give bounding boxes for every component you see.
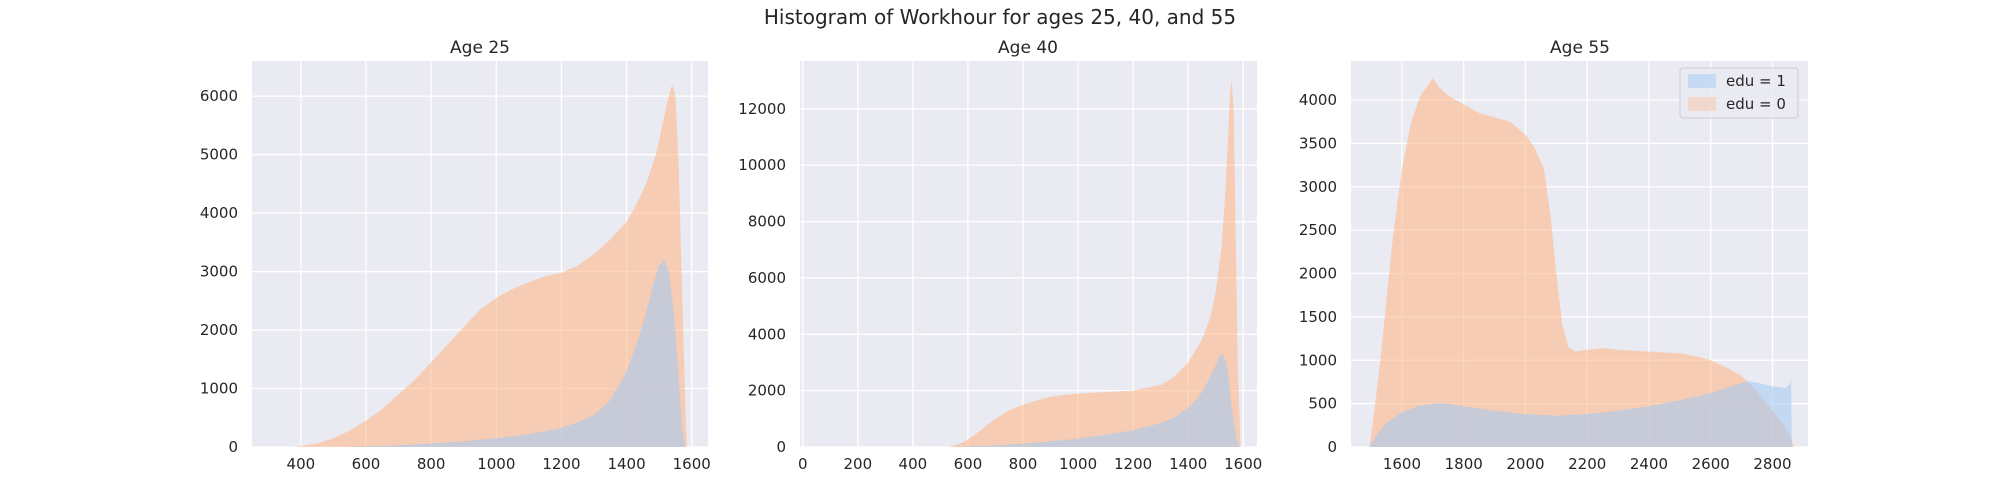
x-tick-label-age-40: 800 — [1009, 455, 1038, 473]
y-tick-label-age-40: 4000 — [748, 325, 786, 343]
y-tick-label-age-40: 0 — [776, 438, 786, 456]
legend-swatch-edu1 — [1688, 74, 1716, 88]
y-tick-label-age-55: 1500 — [1299, 308, 1337, 326]
legend-label-edu1: edu = 1 — [1726, 72, 1786, 90]
subplot-age-55: 1600 1800 2000 2200 2400 2600 2800 0 500 1000 1500… — [1299, 38, 1808, 473]
x-tick-label-age-40: 400 — [899, 455, 928, 473]
y-tick-label-age-25: 2000 — [200, 321, 238, 339]
x-tick-label-age-55: 2800 — [1753, 455, 1791, 473]
x-tick-label-age-55: 2000 — [1506, 455, 1544, 473]
legend-swatch-edu0 — [1688, 97, 1716, 111]
subplot-title-age-40: Age 40 — [998, 38, 1058, 58]
x-tick-label-age-25: 1400 — [607, 455, 645, 473]
y-tick-label-age-25: 0 — [228, 438, 238, 456]
y-tick-label-age-25: 1000 — [200, 380, 238, 398]
x-tick-label-age-40: 600 — [954, 455, 983, 473]
legend: edu = 1 edu = 0 — [1679, 67, 1799, 119]
y-tick-label-age-55: 3500 — [1299, 134, 1337, 152]
histogram-area-edu1-age-25 — [333, 259, 686, 447]
y-tick-label-age-40: 6000 — [748, 269, 786, 287]
subplot-title-age-25: Age 25 — [450, 38, 510, 58]
histogram-area-edu1-age-40 — [954, 354, 1240, 447]
y-tick-label-age-55: 3000 — [1299, 178, 1337, 196]
y-tick-label-age-40: 12000 — [738, 100, 786, 118]
x-tick-label-age-25: 1200 — [542, 455, 580, 473]
subplot-title-age-55: Age 55 — [1550, 38, 1610, 58]
histogram-area-edu0-age-25 — [294, 84, 687, 448]
x-tick-label-age-40: 200 — [843, 455, 872, 473]
x-tick-label-age-25: 800 — [417, 455, 446, 473]
x-tick-label-age-55: 1600 — [1383, 455, 1421, 473]
x-tick-label-age-40: 1400 — [1169, 455, 1207, 473]
y-tick-label-age-25: 3000 — [200, 263, 238, 281]
subplot-age-25: 400 600 800 1000 1200 1400 1600 0 1000 2000 3000 40… — [200, 38, 711, 473]
x-tick-label-age-55: 2400 — [1630, 455, 1668, 473]
y-tick-label-age-40: 8000 — [748, 213, 786, 231]
y-tick-label-age-55: 2500 — [1299, 221, 1337, 239]
x-tick-label-age-40: 1200 — [1114, 455, 1152, 473]
y-tick-label-age-55: 500 — [1308, 395, 1337, 413]
x-tick-label-age-25: 1600 — [673, 455, 711, 473]
x-tick-label-age-40: 1000 — [1059, 455, 1097, 473]
x-tick-label-age-25: 1000 — [477, 455, 515, 473]
x-tick-label-age-55: 1800 — [1445, 455, 1483, 473]
histogram-area-edu0-age-55 — [1369, 78, 1795, 448]
histogram-area-edu1-age-55 — [1369, 379, 1792, 447]
y-tick-label-age-55: 4000 — [1299, 91, 1337, 109]
y-tick-label-age-40: 2000 — [748, 382, 786, 400]
y-tick-label-age-40: 10000 — [738, 156, 786, 174]
y-tick-label-age-25: 4000 — [200, 204, 238, 222]
x-tick-label-age-25: 600 — [352, 455, 381, 473]
figure-title: Histogram of Workhour for ages 25, 40, a… — [764, 5, 1236, 29]
x-tick-label-age-25: 400 — [287, 455, 316, 473]
x-tick-label-age-55: 2200 — [1568, 455, 1606, 473]
subplot-age-40: 0 200 400 600 800 1000 1200 1400 1600 0 2000 4000 60… — [738, 38, 1262, 473]
y-tick-label-age-55: 0 — [1327, 438, 1337, 456]
legend-label-edu0: edu = 0 — [1726, 95, 1786, 113]
y-tick-label-age-55: 1000 — [1299, 351, 1337, 369]
x-tick-label-age-55: 2600 — [1692, 455, 1730, 473]
x-tick-label-age-40: 1600 — [1224, 455, 1262, 473]
y-tick-label-age-55: 2000 — [1299, 265, 1337, 283]
y-tick-label-age-25: 6000 — [200, 87, 238, 105]
y-tick-label-age-25: 5000 — [200, 146, 238, 164]
x-tick-label-age-40: 0 — [798, 455, 808, 473]
